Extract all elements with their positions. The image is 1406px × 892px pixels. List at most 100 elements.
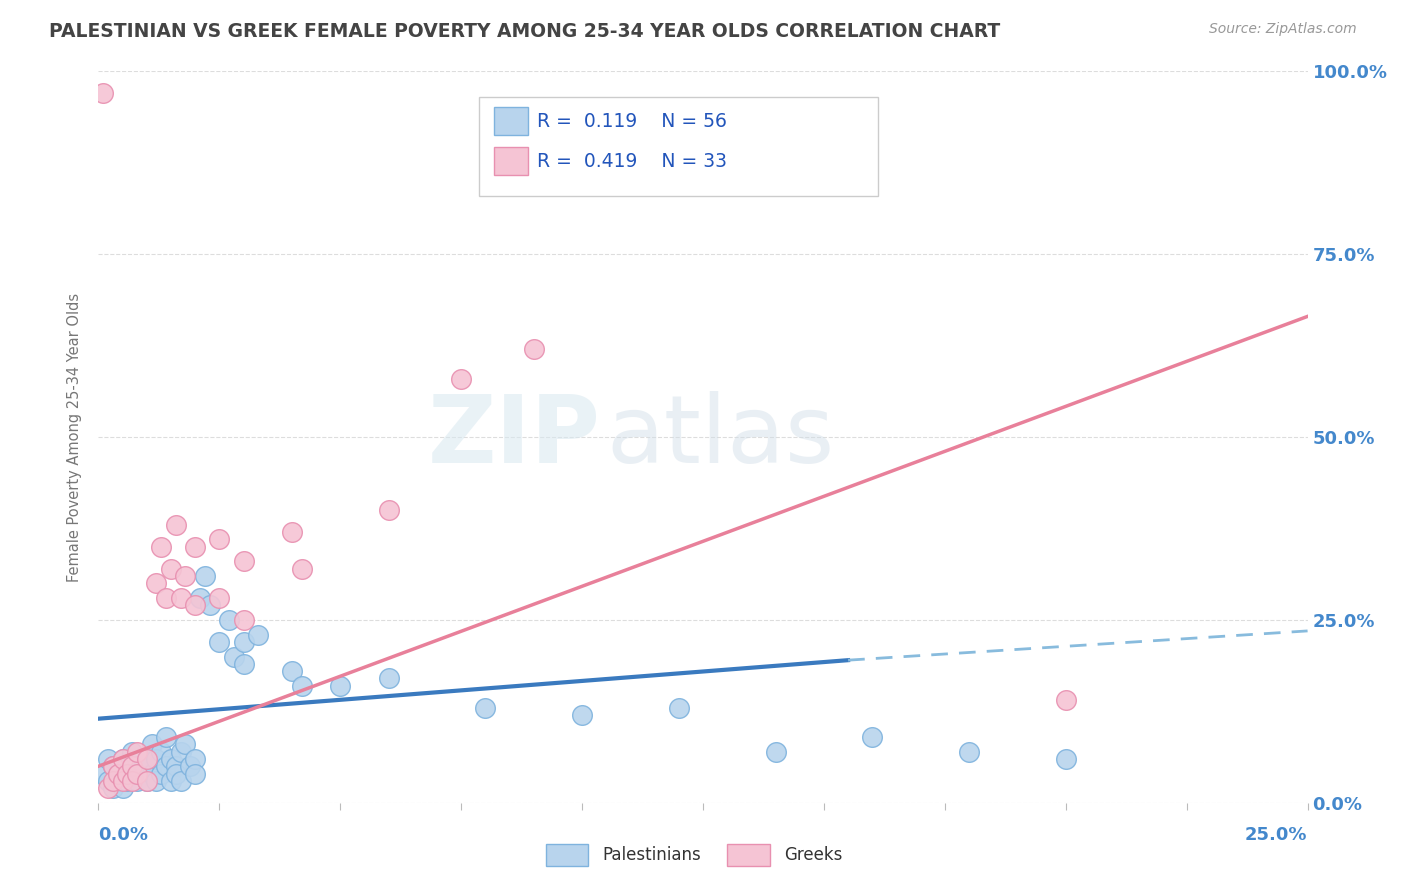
Point	[101, 781, 124, 796]
Point	[165, 517, 187, 532]
Point	[184, 599, 207, 613]
Point	[523, 343, 546, 357]
Point	[127, 773, 149, 788]
Point	[117, 773, 139, 788]
Point	[155, 730, 177, 744]
Point	[135, 773, 157, 788]
Text: Palestinians: Palestinians	[603, 847, 702, 864]
Point	[450, 371, 472, 385]
Point	[117, 759, 139, 773]
Text: ZIP: ZIP	[427, 391, 600, 483]
Point	[169, 773, 191, 788]
Point	[247, 627, 270, 641]
Point	[198, 599, 221, 613]
Point	[111, 773, 134, 788]
Point	[1054, 693, 1077, 707]
Point	[127, 766, 149, 780]
Text: 25.0%: 25.0%	[1246, 826, 1308, 844]
Text: R =  0.119    N = 56: R = 0.119 N = 56	[537, 112, 727, 130]
Point	[188, 591, 211, 605]
FancyBboxPatch shape	[479, 97, 879, 195]
Point	[232, 613, 254, 627]
Text: atlas: atlas	[606, 391, 835, 483]
Point	[141, 737, 163, 751]
Point	[281, 664, 304, 678]
Point	[155, 759, 177, 773]
Point	[232, 657, 254, 671]
Point	[165, 759, 187, 773]
Point	[111, 752, 134, 766]
Point	[155, 591, 177, 605]
Point	[169, 745, 191, 759]
Point	[957, 745, 980, 759]
Point	[281, 525, 304, 540]
Y-axis label: Female Poverty Among 25-34 Year Olds: Female Poverty Among 25-34 Year Olds	[67, 293, 83, 582]
Text: R =  0.419    N = 33: R = 0.419 N = 33	[537, 152, 727, 171]
Point	[111, 752, 134, 766]
Point	[131, 766, 153, 780]
Point	[127, 759, 149, 773]
Point	[150, 766, 173, 780]
Point	[222, 649, 245, 664]
Point	[145, 576, 167, 591]
Bar	[546, 845, 588, 866]
Point	[860, 730, 883, 744]
Point	[117, 766, 139, 780]
Point	[290, 679, 312, 693]
Bar	[727, 845, 769, 866]
Point	[194, 569, 217, 583]
Point	[174, 737, 197, 751]
Point	[135, 752, 157, 766]
Point	[121, 745, 143, 759]
Point	[107, 766, 129, 780]
Point	[174, 569, 197, 583]
Bar	[494, 107, 527, 135]
Point	[290, 562, 312, 576]
Point	[101, 759, 124, 773]
Point	[107, 773, 129, 788]
Point	[184, 766, 207, 780]
Point	[91, 87, 114, 101]
Point	[141, 766, 163, 780]
Point	[160, 773, 183, 788]
Point	[179, 759, 201, 773]
Point	[474, 700, 496, 714]
Point	[97, 773, 120, 788]
Point	[160, 752, 183, 766]
Text: Greeks: Greeks	[785, 847, 842, 864]
Point	[208, 635, 231, 649]
Point	[169, 591, 191, 605]
Point	[377, 672, 399, 686]
Point	[571, 708, 593, 723]
Point	[101, 773, 124, 788]
Point	[111, 781, 134, 796]
Point	[377, 503, 399, 517]
Point	[329, 679, 352, 693]
Point	[101, 759, 124, 773]
Point	[232, 554, 254, 568]
Point	[208, 533, 231, 547]
Point	[127, 745, 149, 759]
Point	[184, 540, 207, 554]
Point	[97, 752, 120, 766]
Point	[232, 635, 254, 649]
Point	[765, 745, 787, 759]
Bar	[494, 147, 527, 175]
Point	[218, 613, 240, 627]
Point	[91, 766, 114, 780]
Point	[208, 591, 231, 605]
Point	[121, 773, 143, 788]
Point	[150, 540, 173, 554]
Point	[135, 773, 157, 788]
Point	[160, 562, 183, 576]
Point	[150, 745, 173, 759]
Text: PALESTINIAN VS GREEK FEMALE POVERTY AMONG 25-34 YEAR OLDS CORRELATION CHART: PALESTINIAN VS GREEK FEMALE POVERTY AMON…	[49, 22, 1001, 41]
Point	[97, 781, 120, 796]
Point	[668, 700, 690, 714]
Point	[107, 766, 129, 780]
Point	[165, 766, 187, 780]
Text: 0.0%: 0.0%	[98, 826, 149, 844]
Point	[1054, 752, 1077, 766]
Point	[145, 773, 167, 788]
Point	[135, 752, 157, 766]
